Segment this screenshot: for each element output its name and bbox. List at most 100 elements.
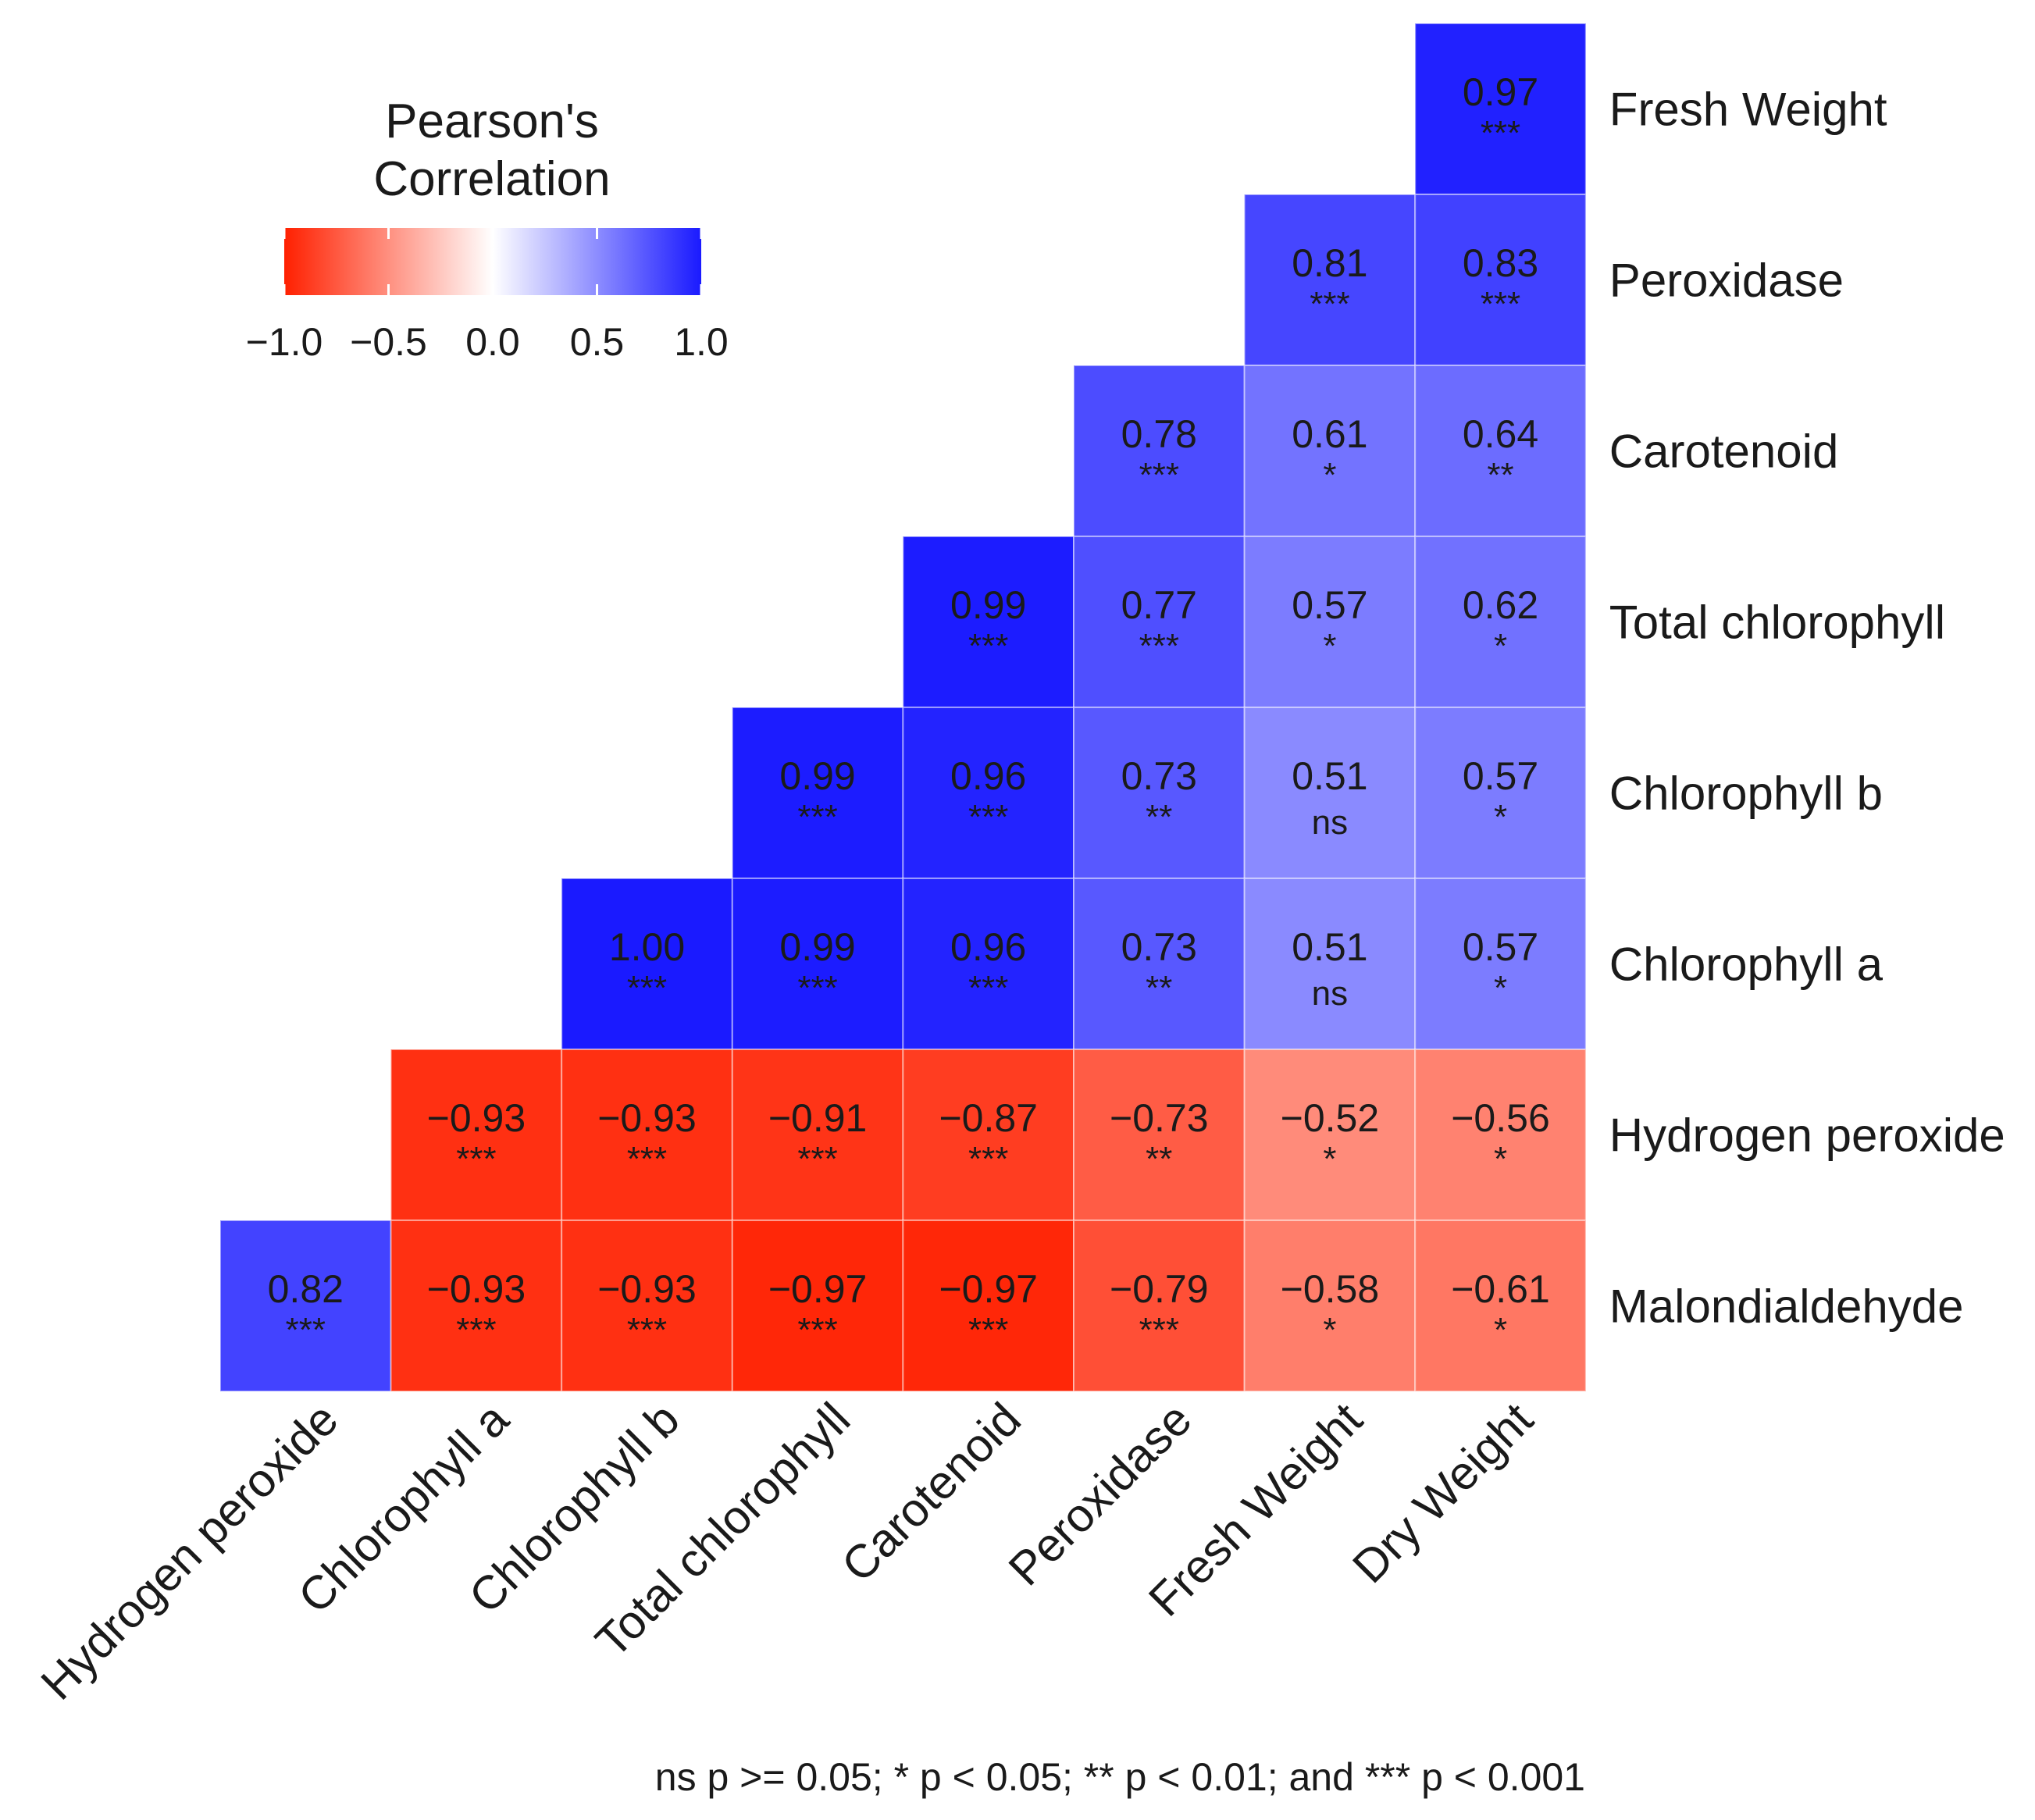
legend-colorbar (284, 228, 701, 295)
heatmap-cell (1414, 194, 1587, 366)
legend-tick-label: 0.5 (570, 320, 625, 364)
heatmap-cell (902, 707, 1075, 879)
heatmap-cell (1414, 1220, 1587, 1392)
row-label-malondialdehyde: Malondialdehyde (1609, 1280, 1964, 1333)
cell-significance-label: *** (627, 969, 667, 1007)
row-label-carotenoid: Carotenoid (1609, 426, 1839, 478)
cell-value-label: −0.93 (597, 1267, 697, 1311)
heatmap-cell (1243, 536, 1417, 708)
cell-value-label: 0.97 (1463, 70, 1538, 114)
legend-tick-label: 0.0 (465, 320, 520, 364)
heatmap-cell (390, 1049, 563, 1221)
row-label-chlorophyll-b: Chlorophyll b (1609, 768, 1883, 820)
heatmap-cell (1414, 536, 1587, 708)
row-label-fresh-weight: Fresh Weight (1609, 84, 1887, 136)
heatmap-cell (1414, 1049, 1587, 1221)
cell-significance-label: *** (1139, 627, 1179, 665)
heatmap-cell (902, 536, 1075, 708)
heatmap-cell (1073, 1220, 1246, 1392)
cell-value-label: 0.57 (1463, 925, 1538, 969)
cell-significance-label: *** (968, 798, 1008, 836)
cell-significance-label: * (1323, 456, 1336, 494)
cell-significance-label: *** (797, 1311, 837, 1349)
cell-significance-label: *** (1139, 456, 1179, 494)
cell-value-label: 0.57 (1463, 754, 1538, 798)
cell-value-label: 0.78 (1121, 412, 1197, 456)
cell-significance-label: *** (1481, 114, 1520, 152)
cell-significance-label: * (1494, 627, 1507, 665)
cell-value-label: 0.51 (1292, 925, 1367, 969)
cell-significance-label: *** (1139, 1311, 1179, 1349)
heatmap-cells: 0.97***0.81***0.83***0.78***0.61*0.64**0… (219, 23, 1587, 1392)
row-label-total-chlorophyll: Total chlorophyll (1609, 597, 1945, 649)
cell-significance-label: ** (1487, 456, 1513, 494)
cell-value-label: −0.87 (939, 1096, 1038, 1140)
cell-significance-label: * (1323, 627, 1336, 665)
cell-value-label: 0.99 (779, 754, 855, 798)
cell-value-label: 0.83 (1463, 241, 1538, 285)
cell-significance-label: *** (797, 1140, 837, 1178)
cell-significance-label: *** (968, 1140, 1008, 1178)
cell-significance-label: *** (286, 1311, 326, 1349)
row-labels: Fresh Weight Peroxidase Carotenoid Total ch… (1609, 84, 2005, 1333)
cell-significance-label: ns (1312, 803, 1348, 842)
cell-significance-label: *** (456, 1140, 496, 1178)
cell-value-label: 0.62 (1463, 583, 1538, 627)
cell-value-label: −0.93 (427, 1267, 526, 1311)
row-label-chlorophyll-a: Chlorophyll a (1609, 938, 1884, 991)
heatmap-cell (1414, 23, 1587, 195)
cell-value-label: −0.79 (1110, 1267, 1209, 1311)
heatmap-cell (390, 1220, 563, 1392)
cell-value-label: −0.91 (768, 1096, 868, 1140)
cell-significance-label: *** (968, 1311, 1008, 1349)
cell-significance-label: * (1323, 1140, 1336, 1178)
cell-value-label: 0.73 (1121, 754, 1197, 798)
cell-significance-label: *** (627, 1140, 667, 1178)
cell-significance-label: * (1494, 969, 1507, 1007)
heatmap-cell (1243, 707, 1417, 879)
cell-significance-label: *** (968, 627, 1008, 665)
cell-significance-label: *** (627, 1311, 667, 1349)
heatmap-cell (1243, 878, 1417, 1050)
legend: Pearson's Correlation −1.0 −0.5 0.0 0.5 1.0 (246, 94, 729, 364)
cell-significance-label: *** (1481, 285, 1520, 323)
legend-tick-label: −1.0 (246, 320, 323, 364)
heatmap-cell (1243, 365, 1417, 537)
legend-tick-label: 1.0 (674, 320, 729, 364)
heatmap-cell (902, 878, 1075, 1050)
cell-value-label: −0.56 (1451, 1096, 1550, 1140)
cell-value-label: 0.61 (1292, 412, 1367, 456)
cell-value-label: 0.99 (779, 925, 855, 969)
cell-significance-label: ns (1312, 974, 1348, 1013)
heatmap-cell (731, 878, 904, 1050)
heatmap-cell (1073, 1049, 1246, 1221)
cell-significance-label: * (1494, 1140, 1507, 1178)
cell-value-label: 0.77 (1121, 583, 1197, 627)
cell-value-label: 0.99 (950, 583, 1026, 627)
cell-significance-label: *** (1310, 285, 1349, 323)
heatmap-cell (731, 1220, 904, 1392)
legend-tick-label: −0.5 (350, 320, 427, 364)
cell-significance-label: ** (1146, 1140, 1172, 1178)
cell-value-label: 0.64 (1463, 412, 1538, 456)
cell-significance-label: * (1494, 798, 1507, 836)
column-label-carotenoid: Carotenoid (832, 1393, 1031, 1592)
row-label-peroxidase: Peroxidase (1609, 255, 1844, 307)
heatmap-cell (1243, 1049, 1417, 1221)
heatmap-cell (1414, 878, 1587, 1050)
cell-significance-label: ** (1146, 969, 1172, 1007)
heatmap-cell (1073, 707, 1246, 879)
cell-significance-label: *** (797, 969, 837, 1007)
heatmap-cell (1414, 707, 1587, 879)
significance-footnote: ns p >= 0.05; * p < 0.05; ** p < 0.01; a… (655, 1755, 1585, 1799)
heatmap-cell (561, 878, 733, 1050)
heatmap-cell (1414, 365, 1587, 537)
cell-significance-label: *** (968, 969, 1008, 1007)
heatmap-cell (731, 1049, 904, 1221)
heatmap-cell (561, 1220, 733, 1392)
heatmap-cell (561, 1049, 733, 1221)
cell-value-label: −0.58 (1281, 1267, 1380, 1311)
